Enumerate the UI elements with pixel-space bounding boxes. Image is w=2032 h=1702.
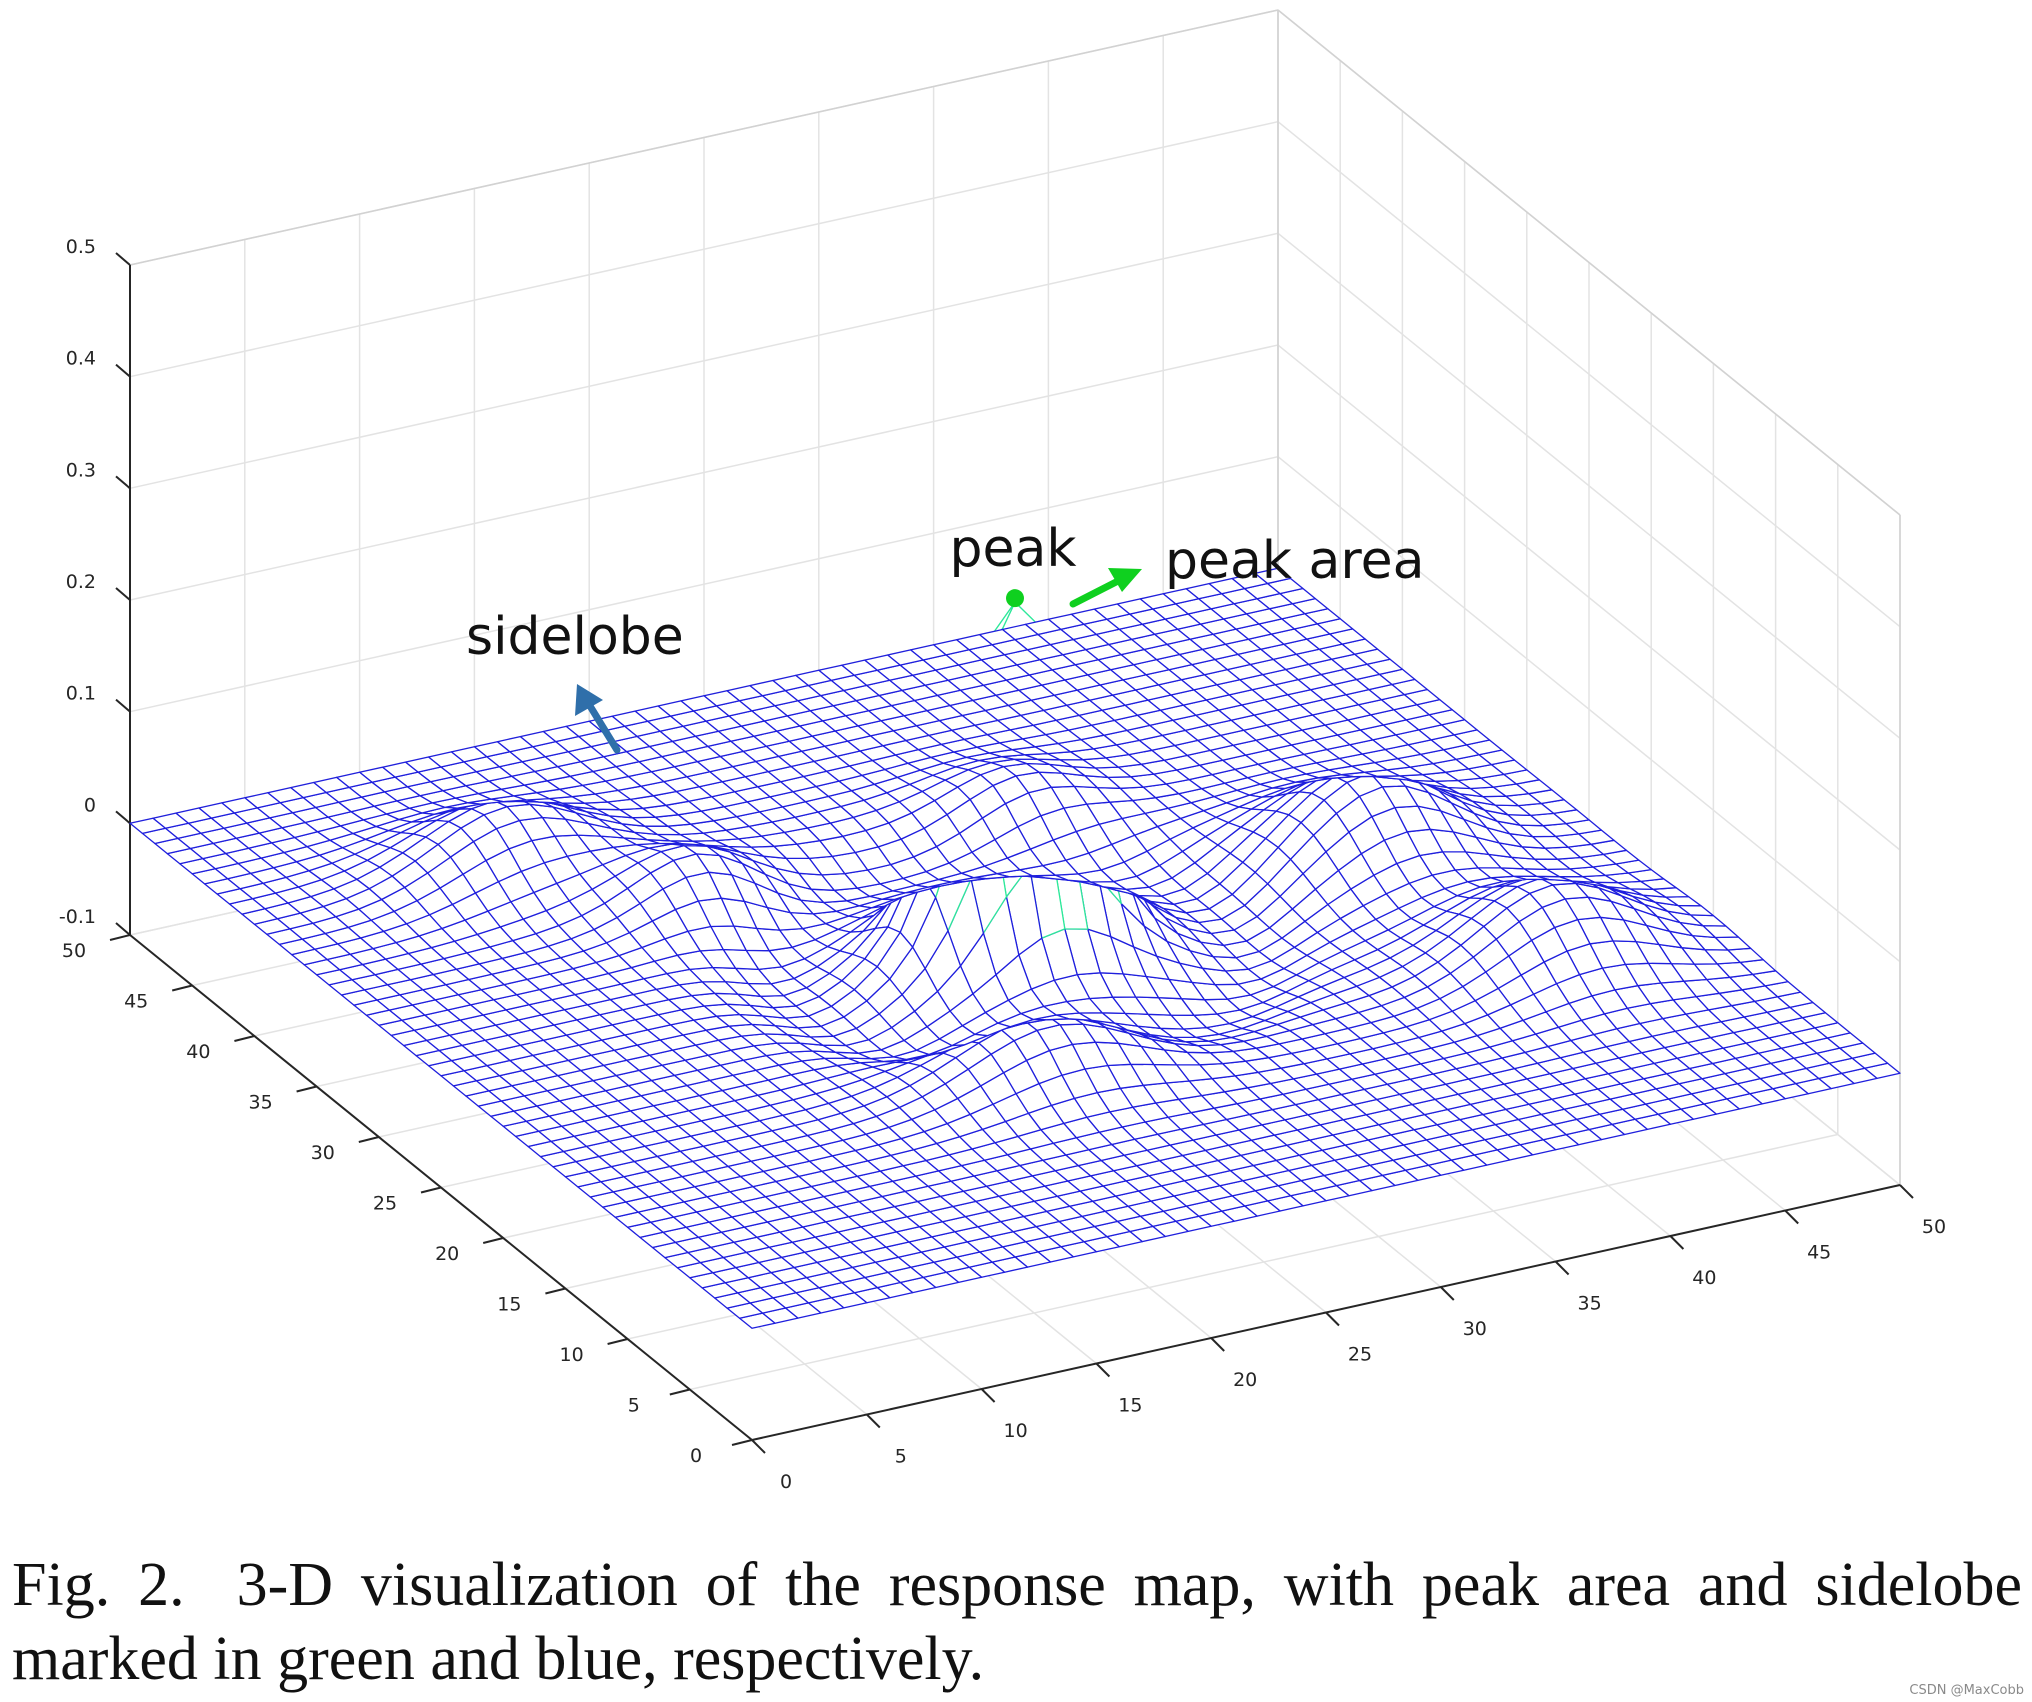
- x-tick-label: 45: [1807, 1242, 1831, 1264]
- x-tick-label: 50: [1922, 1216, 1946, 1238]
- y-tick-label: 40: [186, 1041, 210, 1063]
- z-tick-mark: [115, 698, 131, 713]
- x-tick-mark: [1784, 1209, 1799, 1225]
- y-tick-mark: [420, 1186, 442, 1194]
- figure-caption: Fig. 2. 3-D visualization of the response…: [12, 1548, 2022, 1696]
- peak-label: peak: [950, 519, 1077, 579]
- grid-line: [689, 1133, 1838, 1391]
- y-tick-mark: [109, 934, 131, 941]
- caption-text: 3-D visualization of the response map, w…: [12, 1551, 2022, 1693]
- y-tick-label: 0: [690, 1445, 702, 1467]
- peak-area-arrow: [1069, 576, 1124, 608]
- z-tick-mark: [115, 475, 131, 490]
- x-tick-label: 35: [1578, 1293, 1602, 1315]
- surface-plot: 0 5 10 15 20 25 30 35 40 45 50 0 5 10 15 20 25 30 35 40 45 50…: [59, 9, 1946, 1493]
- x-tick-label: 15: [1118, 1395, 1142, 1417]
- y-tick-mark: [358, 1136, 380, 1143]
- y-tick-label: 10: [560, 1344, 584, 1366]
- peak-area-arrowhead: [1108, 568, 1142, 592]
- y-tick-mark: [171, 984, 193, 992]
- x-tick-mark: [1325, 1311, 1340, 1327]
- peak-area-label: peak area: [1165, 531, 1424, 591]
- z-tick-mark: [115, 252, 131, 266]
- y-tick-mark: [731, 1439, 753, 1446]
- y-tick-label: 45: [124, 991, 148, 1013]
- y-tick-mark: [234, 1035, 255, 1042]
- pane-edge: [129, 9, 1279, 266]
- z-tick-label: 0.2: [66, 571, 96, 593]
- z-tick-mark: [115, 587, 131, 601]
- y-tick-label: 20: [435, 1243, 459, 1265]
- y-tick-label: 30: [311, 1142, 335, 1164]
- y-tick-mark: [545, 1287, 566, 1295]
- z-tick-mark: [115, 922, 131, 936]
- y-tick-mark: [607, 1338, 628, 1345]
- x-tick-label: 0: [780, 1471, 792, 1493]
- sidelobe-arrow: [586, 702, 621, 754]
- z-tick-label: 0.5: [66, 236, 96, 258]
- z-tick-mark: [115, 810, 131, 825]
- y-tick-label: 5: [628, 1395, 640, 1417]
- peak-marker: [1006, 589, 1024, 608]
- response-map-figure: 0 5 10 15 20 25 30 35 40 45 50 0 5 10 15 20 25 30 35 40 45 50…: [59, 9, 1946, 1493]
- caption-label: Fig. 2.: [12, 1551, 185, 1619]
- x-tick-label: 40: [1692, 1267, 1716, 1289]
- y-tick-label: 50: [62, 940, 86, 962]
- y-tick-label: 15: [497, 1294, 521, 1316]
- z-tick-label: 0.4: [66, 348, 96, 370]
- z-tick-label: 0: [84, 794, 96, 816]
- y-tick-label: 35: [249, 1092, 273, 1114]
- watermark: CSDN @MaxCobb: [1909, 1683, 2024, 1698]
- z-tick-mark: [115, 363, 131, 378]
- x-tick-mark: [866, 1413, 881, 1429]
- z-tick-label: -0.1: [59, 906, 96, 928]
- x-tick-label: 30: [1463, 1318, 1487, 1340]
- grid-line: [129, 9, 1901, 516]
- x-tick-mark: [751, 1439, 766, 1454]
- z-tick-label: 0.3: [66, 459, 96, 481]
- x-tick-mark: [1095, 1362, 1111, 1378]
- x-tick-label: 10: [1004, 1420, 1028, 1442]
- x-tick-mark: [1440, 1286, 1455, 1301]
- x-tick-mark: [1554, 1260, 1570, 1276]
- x-tick-mark: [1669, 1235, 1685, 1250]
- pane-edge: [1277, 9, 1901, 516]
- x-tick-label: 25: [1348, 1344, 1372, 1366]
- y-tick-mark: [669, 1388, 691, 1396]
- mesh-cell: [129, 817, 167, 835]
- z-tick-label: 0.1: [66, 683, 96, 705]
- sidelobe-arrowhead: [575, 684, 603, 716]
- sidelobe-label: sidelobe: [466, 607, 684, 667]
- x-tick-mark: [1899, 1184, 1914, 1199]
- x-tick-label: 20: [1233, 1369, 1257, 1391]
- y-tick-label: 25: [373, 1193, 397, 1215]
- x-tick-label: 5: [895, 1446, 907, 1468]
- x-tick-mark: [980, 1388, 996, 1403]
- x-tick-mark: [1210, 1337, 1225, 1352]
- surface-mesh: [129, 567, 1901, 1329]
- y-tick-mark: [482, 1237, 504, 1244]
- annotations: peak peak area sidelobe: [466, 519, 1424, 754]
- y-tick-mark: [296, 1085, 317, 1093]
- axes: 0 5 10 15 20 25 30 35 40 45 50 0 5 10 15 20 25 30 35 40 45 50…: [59, 236, 1946, 1493]
